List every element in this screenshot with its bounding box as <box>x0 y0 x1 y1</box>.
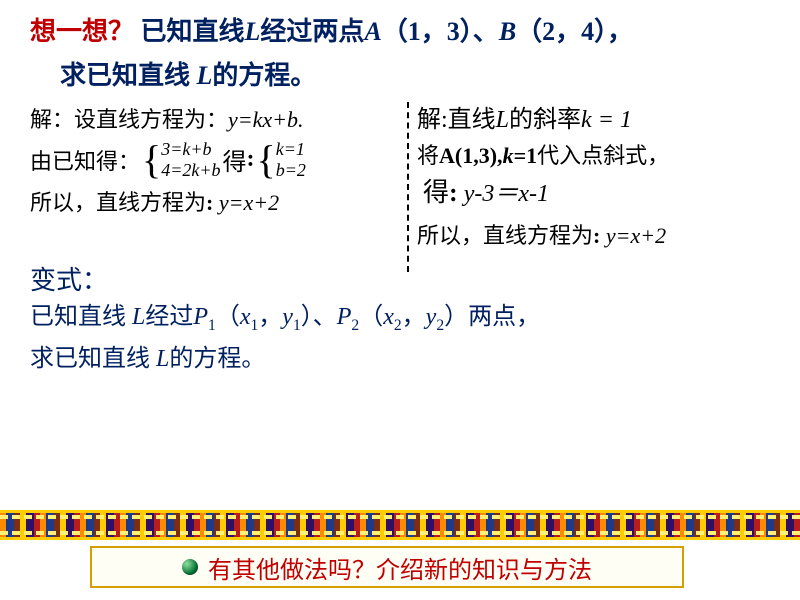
variant-title: 变式： <box>30 260 770 297</box>
vertical-divider <box>407 102 409 272</box>
solution-left: 解：设直线方程为：y=kx+b. 由已知得： { 3=k+b 4=2k+b 得:… <box>30 102 405 250</box>
sys2a: k=1 <box>276 139 306 160</box>
q-L: L <box>245 17 261 46</box>
left-l3a: 所以，直线方程为 <box>30 190 206 215</box>
r-l2a: 将 <box>417 143 439 168</box>
sys2b: b=2 <box>276 160 306 181</box>
v-y1: y <box>282 304 293 330</box>
v-L1: L <box>132 304 145 330</box>
bottom-callout: 有其他做法吗？介绍新的知识与方法 <box>90 546 684 588</box>
v-l1c: 两点， <box>468 304 540 330</box>
r-l4a: 所以，直线方程为 <box>417 223 593 248</box>
v-sub1: 1 <box>208 316 216 333</box>
p1-close: ） <box>301 304 313 330</box>
v-x1: x <box>240 304 251 330</box>
r-l4b: y=x+2 <box>606 223 666 248</box>
v-l2b: 的方程。 <box>169 346 265 372</box>
sys1a: 3=k+b <box>161 139 220 160</box>
left-l1a: 解：设直线方程为： <box>30 107 228 132</box>
c2: ， <box>402 304 426 330</box>
v-l1b: 经过 <box>145 304 193 330</box>
header-line1: 想一想？ 已知直线L经过两点A（1，3）、B（2，4）， <box>30 12 770 51</box>
r-l1b: 直线 <box>448 107 496 133</box>
line2b: 的方程。 <box>212 61 316 90</box>
left-l1b: y=kx+b. <box>228 107 304 132</box>
sphere-icon <box>182 559 198 575</box>
sys1b: 4=2k+b <box>161 160 220 181</box>
left-l2a: 由已知得： <box>30 144 140 176</box>
line2a: 求已知直线 <box>60 61 197 90</box>
y1-sub: 1 <box>293 316 301 333</box>
decorative-band <box>0 510 800 540</box>
left-l2b: 得 <box>223 142 247 177</box>
v-y2: y <box>426 304 437 330</box>
r-l2b: A(1,3), <box>439 143 503 168</box>
variant-block: 变式： 已知直线 L经过P1（x1，y1）、P2（x2，y2）两点， 求已知直线… <box>30 260 770 380</box>
sep-dot: 、 <box>473 17 499 46</box>
r-eq1: = 1 <box>592 107 632 133</box>
x2-sub: 2 <box>394 316 402 333</box>
q-part2: 经过两点 <box>260 17 364 46</box>
r-l2d: =1 <box>514 143 538 168</box>
r-l3b: y-3＝x-1 <box>464 181 549 207</box>
B-label: B <box>499 17 516 46</box>
r-l1a: 解 <box>417 107 441 133</box>
c1: ， <box>258 304 282 330</box>
two-column-solutions: 解：设直线方程为：y=kx+b. 由已知得： { 3=k+b 4=2k+b 得:… <box>30 102 770 250</box>
v-l2a: 求已知直线 <box>30 346 156 372</box>
r-k: k <box>581 107 592 133</box>
B-coords: （2，4） <box>516 17 607 46</box>
v-l1a: 已知直线 <box>30 304 132 330</box>
left-colon: : <box>247 146 255 173</box>
p1-open: （ <box>216 304 240 330</box>
v-P1: P <box>193 304 208 330</box>
r-l2c: k <box>503 143 514 168</box>
system2: { k=1 b=2 <box>257 139 306 180</box>
p2-open: （ <box>359 304 383 330</box>
tail-comma: ， <box>607 17 633 46</box>
r-L: L <box>496 107 509 133</box>
y2-sub: 2 <box>436 316 444 333</box>
r-l1c: 的斜率 <box>509 107 581 133</box>
solution-right: 解:直线L的斜率k = 1 将A(1,3),k=1代入点斜式， 得: y-3＝x… <box>405 102 770 250</box>
v-sep: 、 <box>313 304 337 330</box>
system1: { 3=k+b 4=2k+b <box>142 139 221 180</box>
bottom-text: 有其他做法吗？介绍新的知识与方法 <box>208 550 592 585</box>
line2-L: L <box>197 61 213 90</box>
p2-close: ） <box>444 304 468 330</box>
A-coords: （1，3） <box>382 17 473 46</box>
q-part1: 已知直线 <box>141 17 245 46</box>
v-x2: x <box>383 304 394 330</box>
left-l3b: y=x+2 <box>219 190 279 215</box>
v-P2: P <box>337 304 352 330</box>
r-l2e: 代入点斜式， <box>537 143 669 168</box>
A-label: A <box>364 17 381 46</box>
v-L2: L <box>156 346 169 372</box>
header-line2: 求已知直线 L的方程。 <box>60 55 770 92</box>
think-label: 想一想？ <box>30 17 134 46</box>
r-l3a: 得 <box>423 178 449 207</box>
